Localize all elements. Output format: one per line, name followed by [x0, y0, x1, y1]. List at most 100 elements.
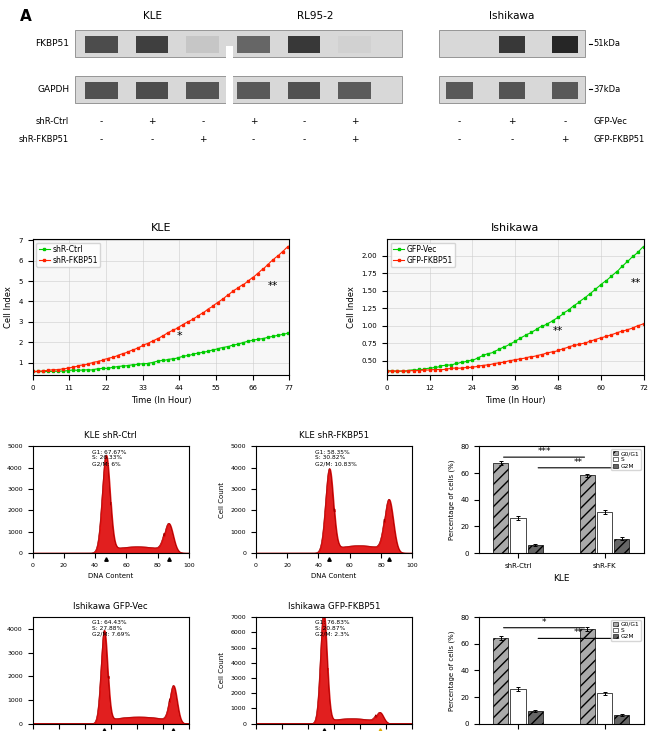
Text: **: ** [574, 458, 583, 466]
Bar [597, 693, 612, 724]
Bar [552, 82, 578, 99]
GFP-Vec [579, 295, 587, 303]
Bar [493, 638, 508, 724]
GFP-Vec [532, 325, 540, 334]
Bar [288, 82, 320, 99]
Bar [493, 463, 508, 553]
Bar [614, 539, 629, 553]
Bar [288, 37, 320, 53]
Bar [446, 37, 473, 53]
GFP-Vec [623, 257, 631, 266]
Line: shR-Ctrl: shR-Ctrl [31, 331, 291, 373]
GFP-Vec [385, 366, 393, 375]
Text: 51kDa: 51kDa [593, 39, 620, 48]
Text: -: - [458, 117, 461, 126]
Text: 37kDa: 37kDa [593, 85, 621, 94]
Text: -: - [302, 135, 305, 145]
Text: *: * [176, 331, 182, 341]
Y-axis label: Percentage of cells (%): Percentage of cells (%) [448, 460, 455, 540]
Bar [552, 37, 578, 53]
Text: **: ** [552, 326, 563, 336]
shR-Ctrl [40, 368, 48, 376]
Title: KLE: KLE [151, 223, 171, 232]
Text: GFP-FKBP51: GFP-FKBP51 [593, 135, 645, 145]
shR-FKBP51 [153, 334, 161, 343]
GFP-FKBP51 [531, 352, 539, 360]
Bar [510, 689, 526, 724]
Legend: GFP-Vec, GFP-FKBP51: GFP-Vec, GFP-FKBP51 [391, 243, 455, 267]
GFP-Vec [395, 367, 403, 376]
Text: A: A [20, 9, 32, 23]
Text: -: - [302, 117, 305, 126]
Text: RL95-2: RL95-2 [297, 11, 334, 21]
shR-Ctrl [259, 334, 266, 343]
Bar [614, 716, 629, 724]
Bar [75, 30, 402, 58]
Bar [499, 37, 525, 53]
Text: *: * [542, 618, 546, 626]
Y-axis label: Cell Count: Cell Count [0, 482, 1, 518]
Title: Ishikawa GFP-FKBP51: Ishikawa GFP-FKBP51 [288, 602, 380, 610]
Bar [510, 518, 526, 553]
Bar [499, 82, 525, 99]
Text: +: + [148, 117, 156, 126]
GFP-FKBP51 [383, 367, 391, 376]
GFP-Vec [400, 367, 408, 376]
X-axis label: Time (In Hour): Time (In Hour) [485, 396, 545, 405]
Legend: shR-Ctrl, shR-FKBP51: shR-Ctrl, shR-FKBP51 [36, 243, 100, 267]
shR-FKBP51 [31, 367, 38, 376]
Text: GAPDH: GAPDH [37, 85, 69, 94]
Bar [580, 629, 595, 724]
Bar [187, 37, 219, 53]
X-axis label: Time (In Hour): Time (In Hour) [131, 396, 191, 405]
shR-FKBP51 [279, 247, 287, 256]
Bar [528, 711, 543, 724]
Text: G1: 58.35%
S: 30.82%
G2/M: 10.83%: G1: 58.35% S: 30.82% G2/M: 10.83% [315, 450, 358, 466]
Bar [339, 82, 371, 99]
GFP-Vec [383, 366, 391, 375]
Line: shR-FKBP51: shR-FKBP51 [31, 245, 291, 373]
shR-Ctrl [153, 357, 161, 366]
Text: **: ** [574, 629, 583, 637]
shR-FKBP51 [245, 276, 253, 284]
shR-FKBP51 [259, 265, 266, 273]
Legend: G0/G1, S, G2M: G0/G1, S, G2M [611, 620, 641, 641]
GFP-FKBP51 [584, 338, 592, 346]
shR-Ctrl [285, 328, 293, 337]
Y-axis label: Percentage of cells (%): Percentage of cells (%) [448, 630, 455, 711]
Bar [136, 82, 168, 99]
Text: shR-FKBP51: shR-FKBP51 [19, 135, 69, 145]
shR-FKBP51 [209, 302, 216, 311]
shR-Ctrl [29, 367, 36, 376]
Bar [597, 512, 612, 553]
Text: -: - [100, 135, 103, 145]
shR-Ctrl [245, 336, 253, 345]
shR-FKBP51 [29, 367, 36, 376]
GFP-Vec [586, 289, 594, 298]
Text: -: - [252, 135, 255, 145]
Text: +: + [351, 135, 359, 145]
Y-axis label: Cell Index: Cell Index [346, 286, 356, 328]
Text: KLE: KLE [142, 11, 162, 21]
X-axis label: KLE: KLE [553, 575, 569, 583]
Text: -: - [564, 117, 567, 126]
Text: +: + [250, 117, 257, 126]
Text: ***: *** [538, 447, 551, 456]
Bar [85, 82, 118, 99]
GFP-FKBP51 [577, 339, 585, 348]
shR-Ctrl [209, 346, 216, 355]
Text: -: - [150, 135, 153, 145]
Bar [237, 37, 270, 53]
Bar [226, 47, 233, 105]
Bar [75, 76, 402, 103]
Text: FKBP51: FKBP51 [35, 39, 69, 48]
GFP-FKBP51 [385, 367, 393, 376]
Title: KLE shR-Ctrl: KLE shR-Ctrl [84, 431, 137, 440]
Text: +: + [561, 135, 569, 145]
Text: +: + [199, 135, 207, 145]
Text: GFP-Vec: GFP-Vec [593, 117, 627, 126]
Text: -: - [510, 135, 514, 145]
Text: -: - [458, 135, 461, 145]
GFP-FKBP51 [622, 326, 630, 335]
GFP-Vec [640, 242, 647, 251]
